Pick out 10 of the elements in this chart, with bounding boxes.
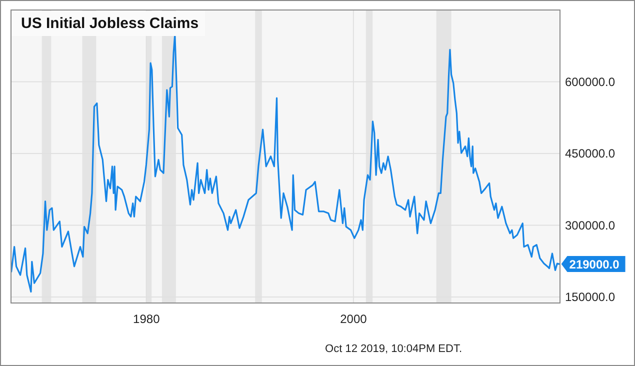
annotation: 219000.0	[569, 258, 620, 272]
y-tick-label: 300000.0	[565, 218, 616, 232]
x-tick-label: 2000	[340, 312, 368, 326]
text: Oct 12 2019, 10:04PM EDT.	[325, 343, 462, 355]
chart-title: US Initial Jobless Claims	[21, 15, 199, 32]
line-series	[10, 34, 560, 293]
x-tick-label: 1980	[133, 312, 160, 326]
y-tick-label: 600000.0	[565, 74, 616, 89]
y-tick-label: 450000.0	[565, 146, 616, 161]
y-tick-label: 150000.0	[565, 290, 616, 304]
